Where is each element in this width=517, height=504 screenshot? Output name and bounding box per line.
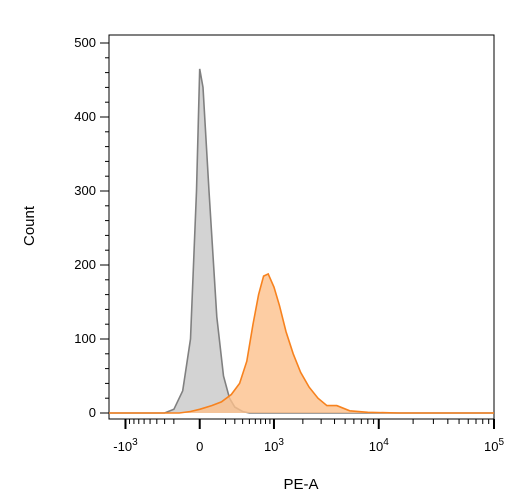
y-tick-label: 200 — [74, 257, 96, 272]
y-tick-label: 300 — [74, 183, 96, 198]
y-tick-label: 500 — [74, 35, 96, 50]
plot-frame — [108, 34, 495, 420]
y-tick-label: 400 — [74, 109, 96, 124]
series-0-line — [109, 68, 494, 414]
y-tick-label: 100 — [74, 331, 96, 346]
y-tick-label: 0 — [89, 405, 96, 420]
series-0-area — [109, 68, 494, 414]
x-tick-label: 105 — [484, 437, 504, 454]
x-tick-label: 103 — [264, 437, 284, 454]
x-axis: -103 0 103 104 105 — [113, 419, 504, 454]
series-1-area — [109, 273, 494, 413]
x-axis-title: PE-A — [283, 476, 318, 493]
series-1-line — [109, 272, 494, 414]
y-axis: 0 100 200 300 400 500 — [74, 35, 109, 420]
x-tick-label: 0 — [196, 439, 203, 454]
y-axis-title: Count — [21, 205, 38, 246]
x-tick-label: -103 — [113, 437, 138, 454]
x-tick-label: 104 — [369, 437, 389, 454]
series-layer — [109, 68, 494, 414]
